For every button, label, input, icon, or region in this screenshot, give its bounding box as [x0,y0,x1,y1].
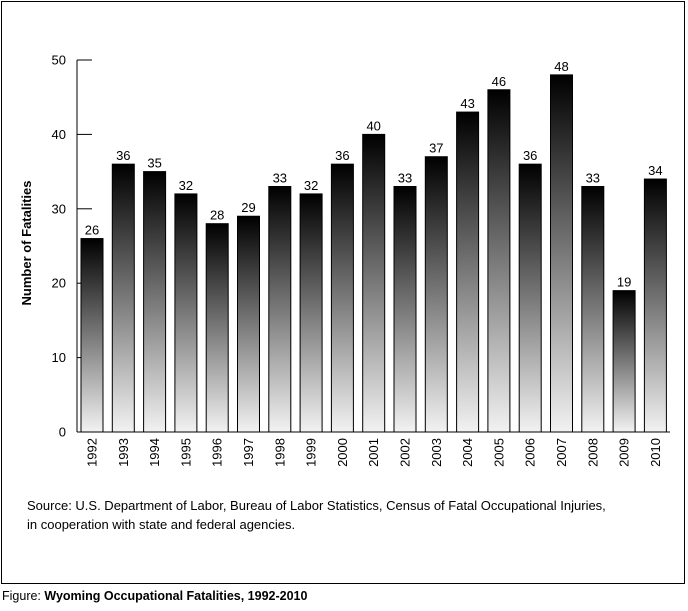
caption-title: Wyoming Occupational Fatalities, 1992-20… [44,589,308,603]
value-label-2005: 46 [492,74,506,89]
bar-2002 [393,185,417,433]
figure-caption: Figure: Wyoming Occupational Fatalities,… [2,589,307,603]
value-label-1993: 36 [116,148,130,163]
x-tick-label-2007: 2007 [554,438,569,467]
x-tick-label-2006: 2006 [523,438,538,467]
x-tick-label-2004: 2004 [460,438,475,467]
source-line-2: in cooperation with state and federal ag… [27,517,296,532]
value-label-1994: 35 [147,156,161,171]
source-note: Source: U.S. Department of Labor, Bureau… [27,496,667,534]
bar-2004 [456,111,480,433]
y-tick-label: 40 [52,127,66,142]
value-label-1997: 29 [241,200,255,215]
value-label-2003: 37 [429,141,443,156]
x-tick-label-2000: 2000 [335,438,350,467]
x-tick-label-2010: 2010 [648,438,663,467]
bar-2010 [643,178,667,433]
x-tick-label-1996: 1996 [210,438,225,467]
bar-1997 [237,215,260,433]
y-tick-label: 0 [59,425,66,440]
chart-bars [80,74,667,433]
bar-2005 [487,89,511,433]
bar-2007 [550,74,573,433]
x-tick-label-1994: 1994 [147,438,162,467]
x-tick-label-2009: 2009 [617,438,632,467]
x-tick-label-1998: 1998 [272,438,287,467]
y-tick-label: 20 [52,276,66,291]
bar-1998 [268,185,292,433]
bar-1996 [205,223,229,433]
value-label-1992: 26 [85,223,99,238]
value-label-1995: 32 [179,178,193,193]
value-label-2004: 43 [460,96,474,111]
bar-chart: 0 10 20 30 40 50 26 1992 36 1993 35 1994 32 1995 28 19… [19,53,670,467]
value-label-2000: 36 [335,148,349,163]
x-tick-label-1992: 1992 [85,438,100,467]
source-line-1: Source: U.S. Department of Labor, Bureau… [27,498,606,513]
bar-2008 [581,185,605,433]
bar-1992 [80,238,104,433]
bar-2000 [330,163,354,433]
x-tick-label-1997: 1997 [241,438,256,467]
x-tick-label-1995: 1995 [178,438,193,467]
y-axis-title: Number of Fatalities [19,181,34,306]
caption-prefix: Figure: [2,589,45,603]
bar-2006 [518,163,542,433]
x-tick-label-2002: 2002 [398,438,413,467]
value-label-2002: 33 [398,170,412,185]
chart-labels: 26 1992 36 1993 35 1994 32 1995 28 1996 29 1997 33 19… [85,59,663,467]
x-tick-label-1999: 1999 [304,438,319,467]
bar-1999 [299,193,323,433]
bar-1993 [111,163,135,433]
x-tick-label-2005: 2005 [491,438,506,467]
value-label-2001: 40 [366,118,380,133]
y-tick-label: 10 [52,350,66,365]
value-label-1996: 28 [210,208,224,223]
x-tick-label-2008: 2008 [585,438,600,467]
value-label-1998: 33 [273,170,287,185]
value-label-1999: 32 [304,178,318,193]
bar-1994 [143,171,167,433]
y-tick-label: 30 [52,201,66,216]
y-tick-label: 50 [52,53,66,68]
x-tick-label-2003: 2003 [429,438,444,467]
x-tick-label-1993: 1993 [116,438,131,467]
value-label-2009: 19 [617,275,631,290]
value-label-2006: 36 [523,148,537,163]
bar-2009 [612,290,636,433]
bar-1995 [174,193,198,433]
value-label-2007: 48 [554,59,568,74]
x-tick-label-2001: 2001 [366,438,381,467]
value-label-2008: 33 [586,170,600,185]
bar-2003 [424,156,448,433]
bar-2001 [362,133,386,433]
value-label-2010: 34 [648,163,662,178]
figure-frame [1,1,685,584]
